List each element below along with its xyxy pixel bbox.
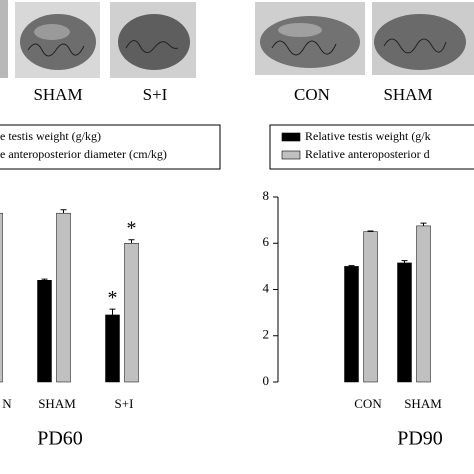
photos	[0, 0, 474, 78]
error-bar	[109, 308, 116, 315]
x-tick-label: SHAM	[404, 396, 442, 411]
y-tick-label: 0	[263, 373, 270, 388]
error-bar	[420, 222, 427, 226]
significance-star: *	[127, 217, 137, 239]
bar	[416, 225, 431, 383]
error-bar	[348, 265, 355, 267]
bar	[344, 266, 359, 383]
legend-swatch	[281, 150, 301, 160]
x-tick-label: SHAM	[38, 396, 76, 411]
y-tick-label: 8	[263, 188, 270, 203]
chart-title: PD90	[397, 428, 443, 450]
photo-label: SHAM	[33, 85, 82, 104]
legend-label: Relative testis weight (g/k	[305, 129, 431, 143]
legend-label: e anteroposterior diameter (cm/kg)	[0, 147, 167, 161]
chart-title: PD60	[37, 428, 83, 450]
photo-label: S+I	[143, 85, 168, 104]
x-tick-label: N	[2, 396, 12, 411]
photo-label: CON	[294, 85, 330, 104]
bar	[56, 212, 71, 383]
y-tick-label: 4	[263, 280, 270, 295]
legend-swatch	[281, 132, 301, 142]
error-bar	[60, 209, 67, 214]
bar	[363, 231, 378, 383]
legend-box	[269, 124, 474, 170]
bar	[37, 280, 52, 383]
bar	[0, 212, 3, 383]
legend-label: Relative anteroposterior d	[305, 147, 430, 161]
x-tick-label: CON	[354, 396, 382, 411]
error-bar	[401, 260, 408, 263]
legend-label: e testis weight (g/kg)	[0, 129, 101, 143]
x-tick-label: S+I	[115, 396, 134, 411]
error-bar	[41, 278, 48, 281]
significance-star: *	[108, 287, 118, 309]
bar	[124, 243, 139, 383]
bar	[397, 262, 412, 383]
y-tick-label: 2	[263, 327, 270, 342]
photo-label: SHAM	[383, 85, 432, 104]
error-bar	[367, 230, 374, 232]
bar	[105, 314, 120, 383]
error-bar	[128, 239, 135, 244]
y-tick-label: 6	[263, 234, 270, 249]
legend-box	[0, 124, 221, 170]
